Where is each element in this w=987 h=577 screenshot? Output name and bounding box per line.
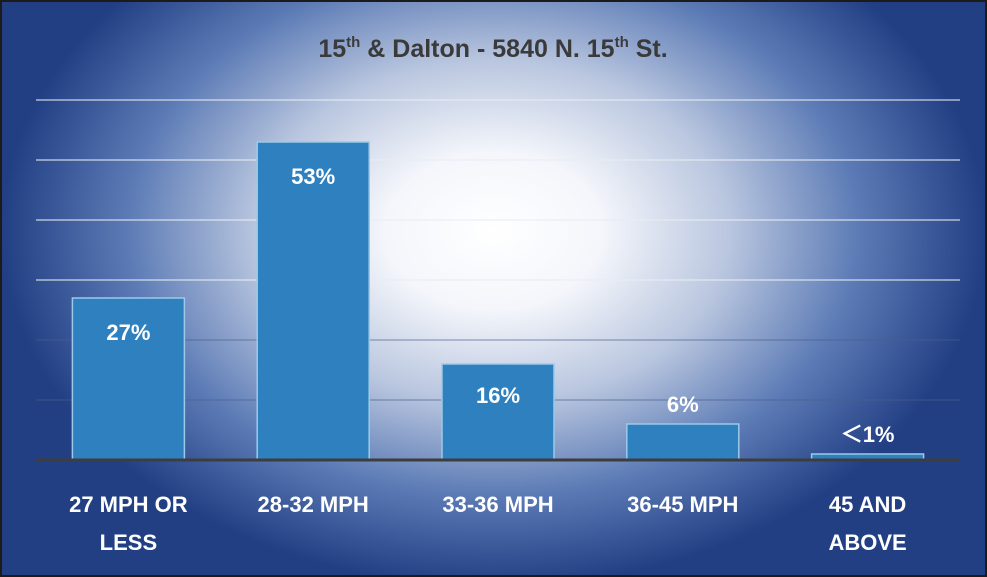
category-label: ABOVE [828, 530, 906, 555]
category-label: 28-32 MPH [258, 492, 369, 517]
value-label: ＜1% [841, 422, 895, 447]
gridlines [36, 99, 960, 401]
value-labels: 27% 53% 16% 6% ＜1% [106, 164, 894, 447]
title-superscript: th [615, 34, 629, 51]
category-label: 27 MPH OR [69, 492, 188, 517]
chart-title: 15th & Dalton - 5840 N. 15th St. [318, 34, 667, 63]
title-text: 15 [318, 35, 346, 63]
bars [71, 141, 925, 461]
value-label: 16% [476, 383, 520, 408]
category-label: LESS [100, 530, 157, 555]
category-label: 36-45 MPH [627, 492, 738, 517]
category-labels: 27 MPH OR LESS 28-32 MPH 33-36 MPH 36-45 MPH… [69, 492, 907, 555]
title-text: St. [629, 35, 668, 63]
value-label: 27% [106, 320, 150, 345]
value-label: 6% [667, 392, 699, 417]
bar [441, 363, 555, 461]
category-label: 45 AND [829, 492, 906, 517]
value-label: 53% [291, 164, 335, 189]
category-label: 33-36 MPH [442, 492, 553, 517]
bar [626, 423, 740, 461]
title-superscript: th [346, 34, 360, 51]
bar [256, 141, 370, 461]
title-text: & Dalton - 5840 N. 15 [360, 35, 614, 63]
